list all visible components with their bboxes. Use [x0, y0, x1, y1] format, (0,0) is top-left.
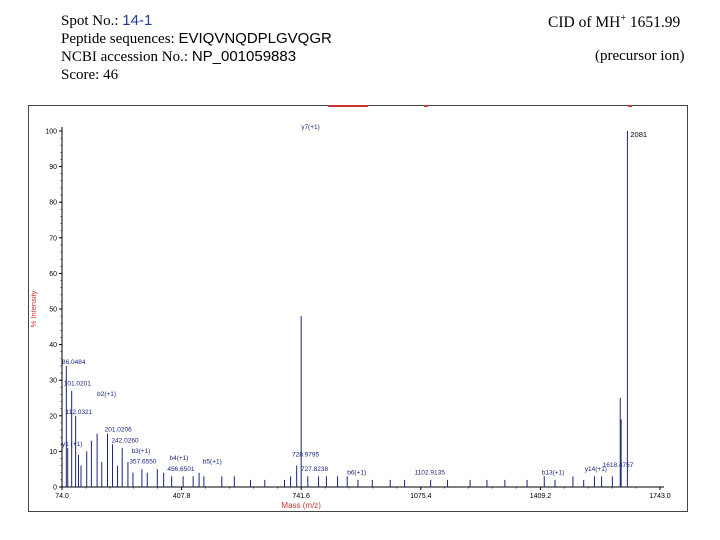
peak-annotation: 728.9795 [292, 452, 319, 459]
ncbi-accession-value: NP_001059883 [191, 48, 297, 65]
y-tick-label: 100 [45, 129, 57, 136]
max-intensity-label: 2081 [630, 130, 647, 139]
peak-annotation: b4(+1) [169, 455, 188, 462]
peptide-sequence-label: Peptide sequences: [61, 31, 179, 47]
y-tick-label: 90 [49, 164, 57, 171]
peak-annotation: b6(+1) [347, 469, 366, 476]
y-tick-label: 30 [49, 378, 57, 385]
x-tick-label: 1409.2 [530, 493, 552, 500]
peak-annotation: 101.0201 [64, 380, 91, 387]
peak-annotation: y7(+1) [301, 124, 320, 131]
peak-annotation: 201.0206 [105, 427, 132, 434]
spot-number-value: 14-1 [122, 12, 153, 29]
y-tick-label: 60 [49, 271, 57, 278]
peptide-sequence-row: Peptide sequences: EVIQVNQDPLGVQGR [61, 30, 332, 48]
y-axis-title: % Intensity [29, 290, 38, 327]
peak-annotation: 242.0260 [111, 437, 138, 444]
peak-annotation: b13(+1) [542, 469, 565, 476]
peak-annotation: 1618.4757 [603, 462, 634, 469]
peptide-sequence-value: EVIQVNQDPLGVQGR [178, 30, 332, 47]
ncbi-accession-row: NCBI accession No.: NP_001059883 [61, 48, 332, 66]
score-text: Score: 46 [61, 67, 119, 83]
precursor-ion-label: (precursor ion) [595, 48, 685, 64]
chart-frame [28, 105, 688, 512]
peak-annotation: b3(+1) [132, 448, 151, 455]
peak-annotation: y1 (+1) [62, 441, 82, 448]
cid-prefix: CID of MH [548, 14, 621, 31]
peak-series [65, 131, 628, 487]
x-tick-label: 407.8 [173, 493, 191, 500]
x-axis: 74.0 407.8 741.6 1075.4 1409.2 1743.0 [55, 486, 671, 500]
ncbi-accession-label: NCBI accession No.: [61, 49, 192, 65]
spot-number-label: Spot No.: [61, 13, 123, 29]
y-tick-label: 10 [49, 449, 57, 456]
y-tick-label: 50 [49, 307, 57, 314]
peak-annotation: y14(+1) [585, 466, 607, 473]
peak-annotation: 357.6550 [129, 459, 156, 466]
cid-precursor-mass: CID of MH+ 1651.99 [548, 12, 681, 32]
ms-spectrum-chart: 0 10 20 30 40 50 60 70 80 90 100 74.0 407.8 741.6 107… [28, 105, 688, 512]
spot-info-block: Spot No.: 14-1 Peptide sequences: EVIQVN… [61, 12, 332, 84]
cid-mass-value: 1651.99 [625, 14, 681, 31]
peak-annotation: b2(+1) [97, 391, 116, 398]
cid-charge: + [620, 12, 626, 24]
y-tick-label: 0 [53, 485, 57, 492]
x-tick-label: 1075.4 [410, 493, 432, 500]
x-tick-label: 1743.0 [649, 493, 671, 500]
peak-annotation: b5(+1) [203, 459, 222, 466]
x-axis-title: Mass (m/z) [281, 501, 321, 510]
spot-number-row: Spot No.: 14-1 [61, 12, 332, 30]
peak-annotations: y7(+1) 86.0484 101.0201 b2(+1) 112.0321 201.0… [62, 124, 634, 476]
y-tick-label: 40 [49, 342, 57, 349]
x-tick-label: 74.0 [55, 493, 69, 500]
peak-annotation: 112.0321 [66, 409, 93, 416]
y-tick-label: 80 [49, 200, 57, 207]
x-tick-label: 741.6 [292, 493, 310, 500]
y-tick-label: 70 [49, 235, 57, 242]
score: Score: 46 [61, 66, 332, 84]
peak-annotation: 86.0484 [62, 359, 86, 366]
y-axis: 0 10 20 30 40 50 60 70 80 90 100 [45, 127, 63, 492]
peak-annotation: 1102.9135 [415, 469, 446, 476]
y-tick-label: 20 [49, 413, 57, 420]
peak-annotation: 727.8238 [301, 466, 328, 473]
peak-annotation: 456.6501 [167, 466, 194, 473]
